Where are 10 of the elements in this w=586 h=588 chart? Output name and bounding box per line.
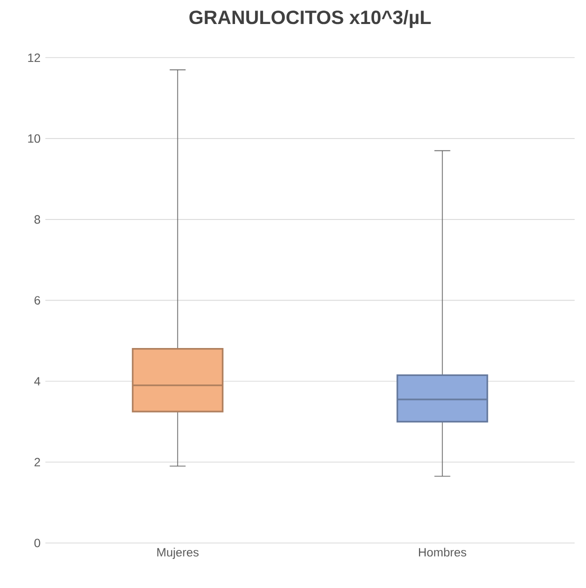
y-tick-label: 6 (34, 296, 40, 305)
y-tick-label: 0 (34, 538, 40, 548)
y-tick-label: 10 (28, 134, 40, 143)
chart-title: GRANULOCITOS x10^3/µL (189, 10, 431, 28)
x-tick-label: Hombres (418, 548, 466, 557)
y-tick-label: 2 (34, 458, 40, 466)
y-tick-label: 8 (34, 215, 40, 224)
y-tick-label: 4 (34, 377, 40, 386)
x-tick-label: Mujeres (157, 548, 199, 559)
y-tick-label: 12 (28, 53, 40, 62)
